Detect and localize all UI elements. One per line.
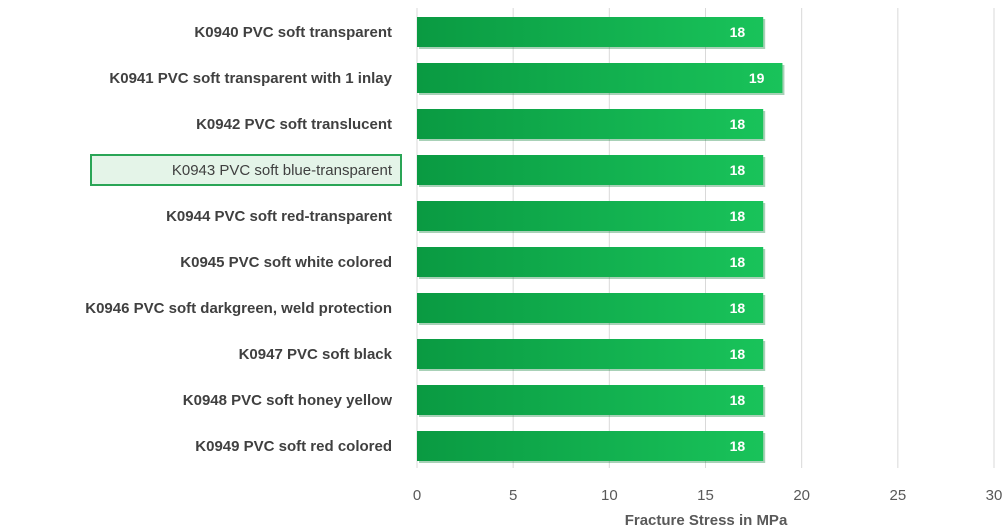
x-tick-label-25: 25	[889, 487, 906, 504]
x-tick-label-5: 5	[509, 487, 517, 504]
bar-8	[417, 339, 764, 369]
category-label-9: K0948 PVC soft honey yellow	[183, 392, 393, 409]
bar-2	[417, 63, 783, 93]
x-axis-title: Fracture Stress in MPa	[625, 512, 788, 529]
x-tick-label-15: 15	[697, 487, 714, 504]
data-label-6: 18	[730, 254, 746, 270]
bar-7	[417, 293, 764, 323]
bar-3	[417, 109, 764, 139]
data-label-4: 18	[730, 162, 746, 178]
category-label-6: K0945 PVC soft white colored	[180, 254, 392, 271]
data-label-9: 18	[730, 392, 746, 408]
x-tick-label-30: 30	[986, 487, 1003, 504]
category-label-7: K0946 PVC soft darkgreen, weld protectio…	[85, 300, 392, 317]
bar-1	[417, 17, 764, 47]
x-tick-label-10: 10	[601, 487, 618, 504]
category-label-3: K0942 PVC soft translucent	[196, 116, 392, 133]
category-label-5: K0944 PVC soft red-transparent	[166, 208, 392, 225]
bar-4	[417, 155, 764, 185]
bar-10	[417, 431, 764, 461]
category-label-10: K0949 PVC soft red colored	[195, 438, 392, 455]
highlight-box	[90, 154, 402, 186]
x-tick-label-20: 20	[793, 487, 810, 504]
x-tick-label-0: 0	[413, 487, 421, 504]
category-label-4: K0943 PVC soft blue-transparent	[172, 162, 393, 179]
bar-5	[417, 201, 764, 231]
category-label-1: K0940 PVC soft transparent	[194, 24, 392, 41]
category-label-8: K0947 PVC soft black	[239, 346, 393, 363]
data-label-5: 18	[730, 208, 746, 224]
bars: 18 19 18 18 18 18 18 18 18 18	[417, 17, 785, 463]
bar-6	[417, 247, 764, 277]
data-label-3: 18	[730, 116, 746, 132]
category-label-2: K0941 PVC soft transparent with 1 inlay	[109, 70, 392, 87]
data-label-8: 18	[730, 346, 746, 362]
data-label-10: 18	[730, 438, 746, 454]
category-labels: K0940 PVC soft transparent K0941 PVC soft…	[85, 24, 402, 455]
data-label-2: 19	[749, 70, 765, 86]
bar-9	[417, 385, 764, 415]
data-label-1: 18	[730, 24, 746, 40]
data-label-7: 18	[730, 300, 746, 316]
x-tick-labels: 0 5 10 15 20 25 30	[413, 487, 1003, 504]
